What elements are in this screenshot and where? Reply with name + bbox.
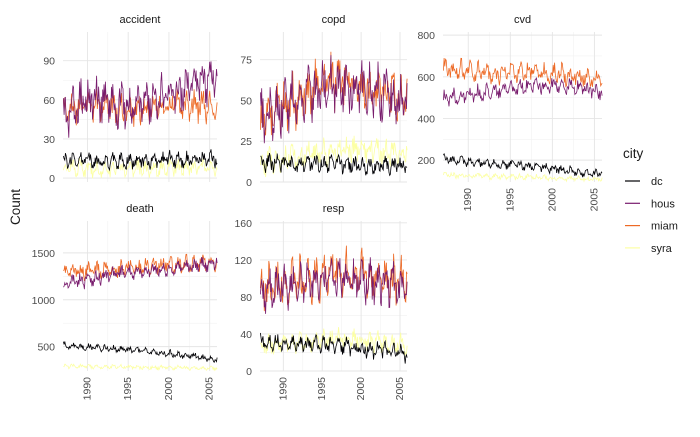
x-tick-label: 2005: [588, 188, 600, 212]
x-tick-label: 1990: [462, 188, 474, 212]
y-tick-label: 400: [417, 113, 435, 125]
x-tick-label: 1995: [122, 377, 134, 401]
series-line-hous: [260, 55, 408, 144]
panel-cvd: cvd 200 400 600 800 1990 1995 2000 2005: [417, 14, 603, 212]
x-tick-label: 2000: [163, 377, 175, 401]
series-line-dc: [63, 149, 218, 172]
legend-label-dc: dc: [651, 176, 663, 188]
y-tick-label: 50: [240, 95, 252, 107]
y-tick-label: 200: [417, 155, 435, 167]
panel-copd: copd 0 25 50 75: [240, 14, 408, 189]
series-line-hous: [63, 61, 218, 138]
panel-death: death 500 1000 1500 1990 1995 2000 2005: [32, 203, 218, 401]
panel-title: cvd: [514, 14, 531, 26]
y-tick-label: 25: [240, 136, 252, 148]
panel-accident: accident 0 30 60 90: [43, 14, 218, 185]
y-tick-label: 0: [246, 177, 252, 189]
legend-label-syra: syra: [651, 243, 673, 255]
series-line-dc: [443, 152, 603, 178]
y-tick-label: 80: [240, 292, 252, 304]
y-tick-label: 160: [234, 218, 252, 230]
legend: city dc hous miam syra: [623, 146, 678, 255]
series-line-dc: [260, 152, 408, 177]
panel-title: copd: [322, 14, 346, 26]
y-tick-label: 40: [240, 329, 252, 341]
y-tick-label: 75: [240, 55, 252, 67]
legend-label-miam: miam: [651, 221, 678, 233]
y-tick-label: 500: [37, 342, 55, 354]
x-tick-label: 2005: [204, 377, 216, 401]
y-tick-label: 60: [43, 95, 55, 107]
y-tick-label: 30: [43, 134, 55, 146]
y-tick-label: 120: [234, 255, 252, 267]
series-line-hous: [260, 257, 408, 314]
y-tick-label: 800: [417, 30, 435, 42]
x-tick-label: 1990: [81, 377, 93, 401]
x-tick-label: 1995: [504, 188, 516, 212]
series-line-dc: [260, 332, 408, 364]
legend-title: city: [623, 146, 644, 161]
series-line-syra: [443, 171, 603, 183]
legend-label-hous: hous: [651, 198, 675, 210]
x-tick-label: 1995: [316, 377, 328, 401]
y-tick-label: 1000: [32, 295, 56, 307]
panel-title: accident: [120, 14, 161, 26]
x-tick-label: 2005: [394, 377, 406, 401]
y-tick-label: 90: [43, 56, 55, 68]
panel-resp: resp 0 40 80 120 160 1990 1995 2000 2005: [234, 203, 408, 401]
series-line-syra: [260, 135, 408, 178]
y-tick-label: 0: [246, 366, 252, 378]
series-line-miam: [443, 57, 603, 88]
series-line-hous: [443, 77, 603, 107]
series-line-syra: [63, 363, 218, 372]
series-line-syra: [63, 157, 218, 179]
x-tick-label: 2000: [546, 188, 558, 212]
panel-title: death: [126, 203, 154, 215]
y-axis-title: Count: [8, 189, 23, 225]
y-tick-label: 0: [49, 173, 55, 185]
x-tick-label: 2000: [355, 377, 367, 401]
x-tick-label: 1990: [277, 377, 289, 401]
y-tick-label: 1500: [32, 248, 56, 260]
panel-title: resp: [323, 203, 344, 215]
series-line-hous: [63, 257, 218, 290]
y-tick-label: 600: [417, 72, 435, 84]
series-line-dc: [63, 341, 218, 363]
